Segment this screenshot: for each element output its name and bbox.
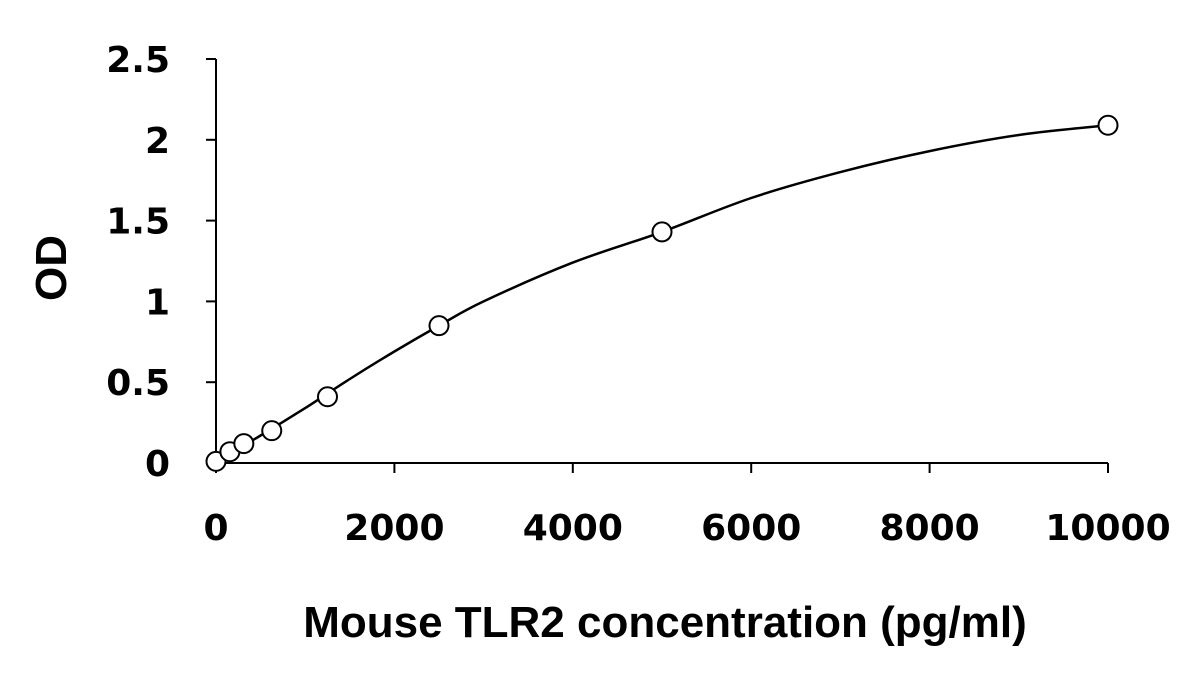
data-point [1097, 114, 1119, 136]
data-point [651, 221, 673, 243]
y-tick-label: 1 [145, 282, 170, 323]
data-point [261, 420, 283, 442]
data-point [233, 433, 255, 455]
x-axis-title: Mouse TLR2 concentration (pg/ml) [303, 598, 1027, 647]
x-tick-label: 8000 [879, 508, 979, 549]
y-tick-label: 0.5 [106, 363, 170, 404]
data-point [428, 315, 450, 337]
y-tick-label: 2 [145, 121, 170, 162]
x-tick-label: 0 [203, 508, 228, 549]
x-tick-label: 2000 [344, 508, 444, 549]
y-tick-label: 0 [145, 444, 170, 485]
fit-curve [215, 124, 1109, 465]
x-tick-label: 10000 [1045, 508, 1170, 549]
data-point [317, 386, 338, 408]
y-axis: 0 0.5 1 1.5 2 2.5 [106, 40, 217, 485]
y-tick-label: 2.5 [106, 40, 170, 81]
x-tick-label: 4000 [523, 508, 623, 549]
y-tick-label: 1.5 [106, 202, 170, 243]
y-axis-title: OD [27, 235, 76, 301]
x-axis: 0 2000 4000 6000 8000 10000 [203, 462, 1171, 549]
trendline [215, 124, 1109, 465]
x-tick-label: 6000 [701, 508, 801, 549]
data-points [205, 114, 1119, 472]
